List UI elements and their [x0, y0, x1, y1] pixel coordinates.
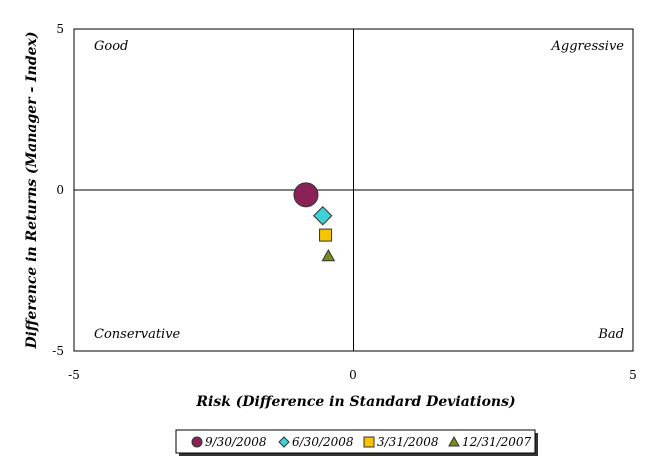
x-tick-right: 5	[629, 368, 637, 382]
y-axis-title: Difference in Returns (Manager - Index)	[24, 31, 40, 349]
quadrant-label-bad: Bad	[597, 327, 624, 342]
legend-box	[175, 429, 536, 454]
data-point-diamond	[313, 206, 333, 226]
data-point-circle	[293, 182, 319, 208]
legend-label: 6/30/2008	[292, 435, 354, 449]
legend-label: 12/31/2007	[462, 435, 532, 449]
legend-marker-triangle	[448, 435, 460, 447]
legend-label: 3/31/2008	[377, 435, 439, 449]
legend-marker-diamond	[278, 436, 290, 448]
x-tick-zero: 0	[349, 368, 357, 382]
data-point-square	[319, 228, 333, 242]
x-axis-title: Risk (Difference in Standard Deviations)	[195, 394, 515, 410]
legend: 9/30/2008 6/30/2008 3/31/2008 12/31/2007	[191, 435, 532, 449]
y-tick-bottom: -5	[52, 344, 64, 358]
legend-marker-circle	[191, 436, 203, 448]
legend-item: 6/30/2008	[278, 435, 354, 449]
data-points	[293, 182, 336, 262]
quadrant-label-conservative: Conservative	[94, 327, 181, 342]
x-tick-left: -5	[68, 368, 80, 382]
quadrant-label-good: Good	[94, 39, 128, 54]
quadrant-label-aggressive: Aggressive	[551, 39, 625, 54]
legend-marker-square	[363, 436, 375, 448]
data-point-triangle	[321, 248, 336, 262]
legend-item: 12/31/2007	[448, 435, 532, 449]
legend-item: 3/31/2008	[363, 435, 439, 449]
legend-item: 9/30/2008	[191, 435, 267, 449]
y-tick-zero: 0	[56, 183, 64, 197]
y-tick-top: 5	[56, 22, 64, 36]
legend-label: 9/30/2008	[205, 435, 267, 449]
